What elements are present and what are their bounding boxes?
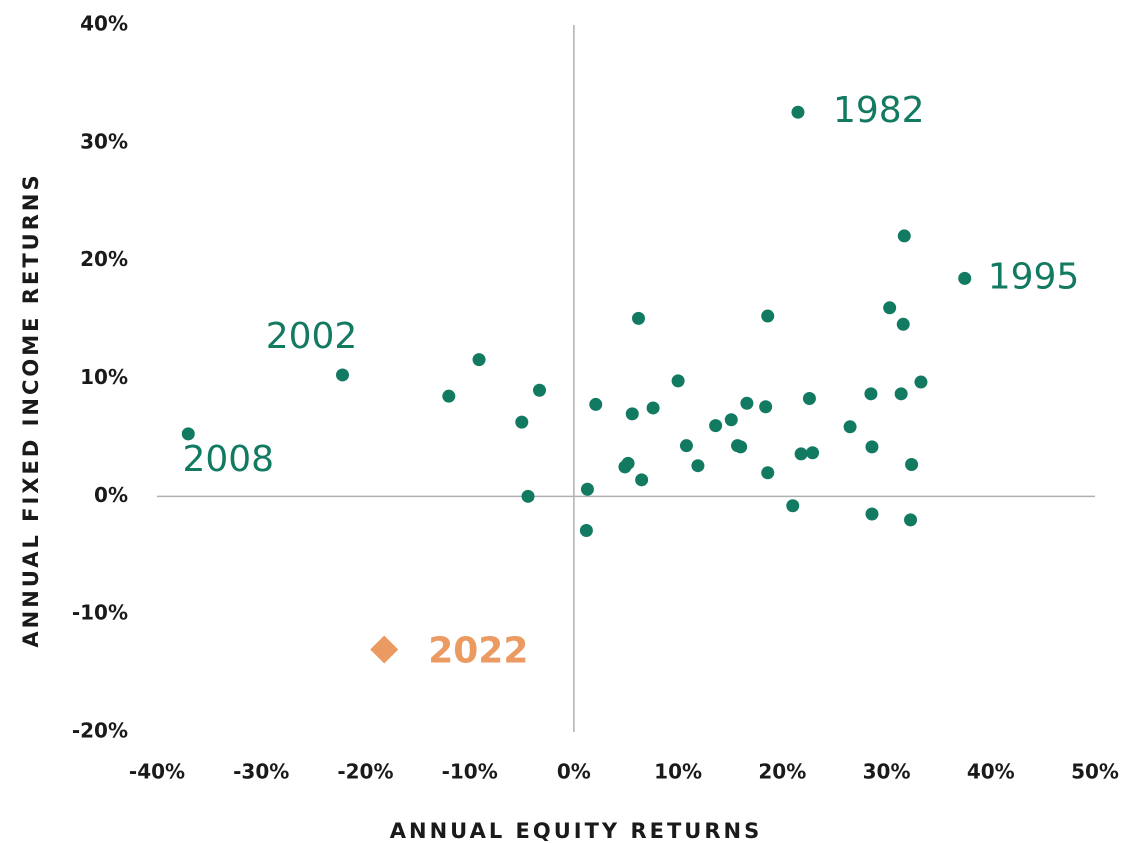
point — [958, 271, 972, 285]
point — [646, 401, 660, 415]
point — [521, 489, 535, 503]
point — [794, 447, 808, 461]
x-tick-label: -10% — [442, 760, 498, 784]
point — [515, 415, 529, 429]
point — [671, 374, 685, 388]
point-2022 — [370, 635, 399, 664]
point — [904, 513, 918, 527]
y-tick-label: 10% — [80, 365, 128, 389]
point — [740, 396, 754, 410]
x-tick-label: 20% — [758, 760, 806, 784]
point — [914, 375, 928, 389]
x-tick-label: -30% — [233, 760, 289, 784]
point — [896, 317, 910, 331]
point — [635, 473, 649, 487]
point — [843, 420, 857, 434]
point-label: 2002 — [266, 316, 358, 357]
y-tick-label: 30% — [80, 129, 128, 153]
point — [786, 499, 800, 513]
point — [336, 368, 350, 382]
point — [806, 446, 820, 460]
x-axis-title: ANNUAL EQUITY RETURNS — [390, 819, 762, 843]
point — [532, 383, 546, 397]
point — [632, 311, 646, 325]
x-tick-label: 30% — [863, 760, 911, 784]
point — [761, 466, 775, 480]
y-tick-label: -20% — [72, 719, 128, 743]
point-label: 1982 — [833, 90, 925, 131]
point-label: 2008 — [182, 439, 274, 480]
x-tick-label: 50% — [1071, 760, 1119, 784]
point — [883, 301, 897, 315]
x-tick-label: -20% — [337, 760, 393, 784]
point — [580, 482, 594, 496]
point — [897, 229, 911, 243]
point — [621, 456, 635, 470]
point — [724, 413, 738, 427]
point-label: 2022 — [428, 631, 528, 672]
x-tick-label: 40% — [967, 760, 1015, 784]
point — [759, 400, 773, 414]
x-tick-label: 0% — [557, 760, 591, 784]
point — [691, 459, 705, 473]
point — [905, 458, 919, 472]
point — [181, 427, 195, 441]
point — [761, 309, 775, 323]
x-tick-label: 10% — [654, 760, 702, 784]
point — [679, 439, 693, 453]
y-tick-label: -10% — [72, 601, 128, 625]
point — [472, 353, 486, 367]
point — [894, 387, 908, 401]
point — [709, 419, 723, 433]
y-tick-label: 20% — [80, 247, 128, 271]
point — [442, 389, 456, 403]
x-tick-label: -40% — [129, 760, 185, 784]
point — [791, 105, 805, 119]
y-axis-title: ANNUAL FIXED INCOME RETURNS — [19, 172, 43, 647]
point — [625, 407, 639, 421]
point — [734, 440, 748, 454]
point-label: 1995 — [988, 256, 1080, 297]
point — [864, 387, 878, 401]
point — [865, 440, 879, 454]
y-tick-label: 0% — [94, 483, 128, 507]
point — [579, 524, 593, 538]
y-tick-label: 40% — [80, 12, 128, 36]
point — [865, 507, 879, 521]
point — [589, 397, 603, 411]
point — [802, 392, 816, 406]
